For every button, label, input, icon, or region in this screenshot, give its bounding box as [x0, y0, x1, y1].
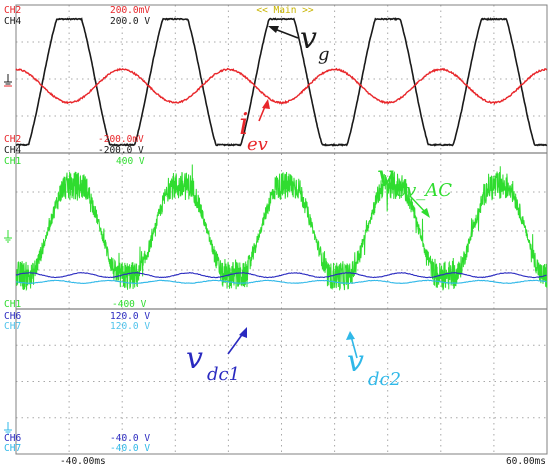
- ch6-bottom-channel: CH6: [4, 433, 21, 444]
- ch1-top-value: 400 V: [116, 156, 145, 167]
- vdc2-arrow-head: [346, 331, 355, 340]
- ch7-bottom-value: -40.0 V: [110, 443, 150, 454]
- ch1-top-channel: CH1: [4, 156, 21, 167]
- vdc1-label-sub: dc1: [207, 364, 240, 385]
- ch7-top-value: 120.0 V: [110, 321, 150, 332]
- ch2-bottom-channel: CH2: [4, 134, 21, 145]
- iev-label: i: [239, 107, 249, 142]
- vg-arrow-head: [268, 26, 279, 33]
- ch2-top-value: 200.0mV: [110, 5, 150, 16]
- vg-label-sub: g: [318, 44, 330, 65]
- ch4-bottom-value: -200.0 V: [98, 145, 144, 156]
- ch6-top-value: 120.0 V: [110, 311, 150, 322]
- vcv-label: v: [377, 159, 394, 194]
- vdc1-arrow-head: [239, 327, 247, 338]
- top-panel-labels: CH2 200.0mV CH4 200.0 V CH2 -200.0mV CH4…: [4, 5, 150, 156]
- ch6-top-channel: CH6: [4, 311, 21, 322]
- series-ch6-vdc1: [15, 272, 547, 279]
- ch4-top-channel: CH4: [4, 16, 21, 27]
- series-ch2-iev: [15, 67, 548, 105]
- iev-label-sub: ev: [247, 134, 268, 155]
- ground-marker-bottom-cyan: [4, 422, 12, 435]
- annotations: v g i ev v cv_AC v dc1 v dc2: [186, 21, 452, 390]
- graticule-border: [15, 4, 548, 455]
- series-ch4-vg: [15, 17, 548, 147]
- vdc2-label: v: [347, 344, 364, 379]
- time-start-label: -40.00ms: [60, 456, 106, 467]
- ch4-top-value: 200.0 V: [110, 16, 150, 27]
- ch1-bottom-value: -400 V: [112, 299, 147, 310]
- vdc2-arrow-line: [350, 335, 358, 359]
- iev-arrow-head: [262, 99, 270, 109]
- ch1-bottom-channel: CH1: [4, 299, 21, 310]
- ch2-bottom-value: -200.0mV: [98, 134, 144, 145]
- middle-panel-labels: CH1 400 V CH1 -400 V: [4, 156, 147, 310]
- ch4-bottom-channel: CH4: [4, 145, 21, 156]
- ch7-top-channel: CH7: [4, 321, 21, 332]
- bottom-panel-labels: CH6 120.0 V CH7 120.0 V CH6 -40.0 V CH7 …: [4, 311, 150, 454]
- ch7-bottom-channel: CH7: [4, 443, 21, 454]
- panel-separators: [15, 4, 548, 455]
- waveforms: [15, 17, 548, 292]
- ground-marker-middle-green: [4, 230, 12, 243]
- vg-label: v: [300, 21, 317, 56]
- series-ch1-vcv-ac: [15, 164, 548, 292]
- vcv-arrow-head: [421, 208, 430, 218]
- vcv-label-sub: cv_AC: [396, 180, 452, 201]
- ch2-top-channel: CH2: [4, 5, 21, 16]
- vdc1-label: v: [186, 341, 203, 376]
- vdc2-label-sub: dc2: [368, 369, 401, 390]
- series-ch7-vdc2: [15, 279, 547, 285]
- time-end-label: 60.00ms: [506, 456, 546, 467]
- ch6-bottom-value: -40.0 V: [110, 433, 150, 444]
- ground-markers: [4, 74, 12, 435]
- header-mode-label: << Main >>: [256, 5, 313, 16]
